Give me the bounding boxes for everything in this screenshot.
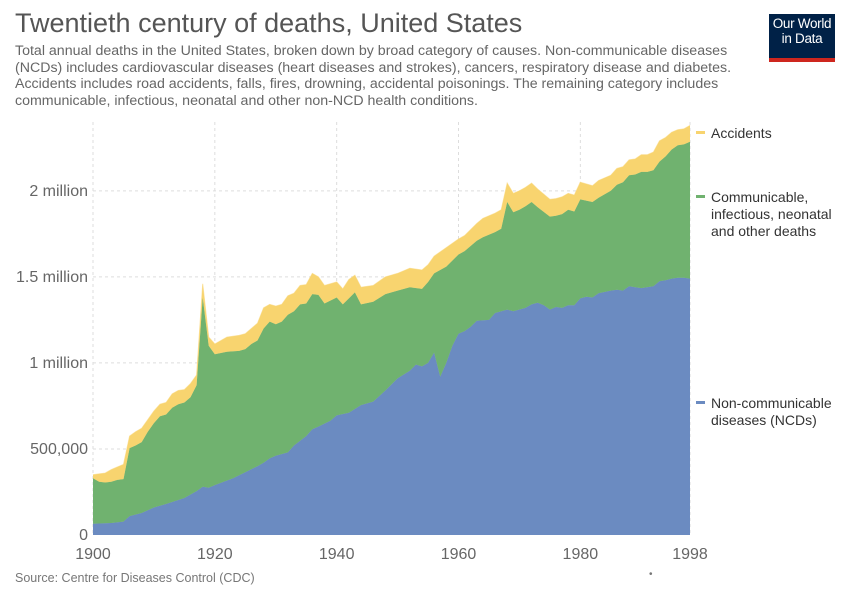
x-tick-label: 1980 — [563, 546, 599, 563]
area-edge — [92, 124, 691, 476]
legend-swatch — [696, 195, 705, 198]
legend-swatch — [696, 131, 705, 134]
y-tick-label: 1 million — [29, 355, 88, 372]
legend-swatch — [696, 401, 705, 404]
x-tick-label: 1960 — [441, 546, 477, 563]
area-series — [92, 124, 691, 535]
logo-line-2: in Data — [781, 31, 823, 46]
legend-label: Communicable, infectious, neonatal and oth… — [711, 189, 832, 239]
y-tick-label: 2 million — [29, 183, 88, 200]
y-tick-label: 1.5 million — [16, 269, 88, 286]
legend-label: Accidents — [711, 125, 772, 141]
y-tick-label: 0 — [79, 527, 88, 544]
y-tick-label: 500,000 — [30, 441, 88, 458]
x-tick-label: 1998 — [672, 546, 708, 563]
x-tick-label: 1900 — [75, 546, 111, 563]
chart-title: Twentieth century of deaths, United Stat… — [15, 8, 523, 38]
legend: Accidents Communicable, infectious, neonat… — [696, 125, 832, 428]
source-note: Source: Centre for Diseases Control (CDC… — [15, 571, 255, 585]
x-tick-label: 1920 — [197, 546, 233, 563]
logo-line-1: Our World — [772, 16, 832, 31]
legend-label: Non-communicable diseases (NCDs) — [711, 395, 832, 428]
x-axis-ticks: 1900 1920 1940 1960 1980 1998 — [75, 546, 708, 563]
chart-subtitle: Total annual deaths in the United States… — [15, 43, 732, 109]
stacked-area-chart: 0 500,000 1 million 1.5 million 2 million 19… — [16, 122, 832, 563]
owid-logo[interactable]: Our World in Data — [769, 14, 835, 62]
y-axis-ticks: 0 500,000 1 million 1.5 million 2 million — [16, 183, 88, 544]
x-tick-label: 1940 — [319, 546, 355, 563]
area-accidents — [93, 125, 690, 483]
area-communicable — [93, 141, 690, 524]
area-ncd — [93, 277, 690, 535]
footer-marker: • — [649, 569, 653, 580]
